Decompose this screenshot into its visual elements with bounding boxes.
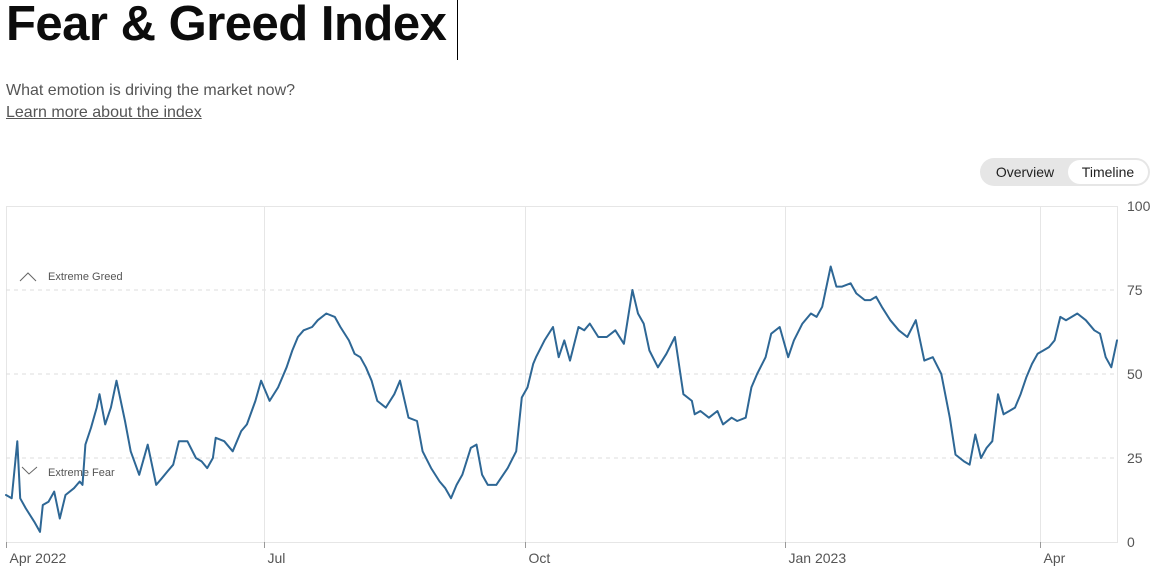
y-tick-label: 75: [1127, 282, 1143, 298]
series-line: [5, 265, 1118, 533]
timeline-tab[interactable]: Timeline: [1068, 160, 1148, 184]
page-subtitle: What emotion is driving the market now?: [6, 82, 296, 99]
overview-tab[interactable]: Overview: [995, 164, 1055, 180]
extreme-greed-label: Extreme Greed: [48, 271, 123, 283]
x-tick-label: Apr 2022: [10, 550, 67, 566]
y-tick-label: 100: [1127, 198, 1151, 214]
y-tick-label: 50: [1127, 366, 1143, 382]
page-title: Fear & Greed Index: [6, 0, 447, 51]
x-tick-label: Oct: [529, 550, 551, 566]
y-tick-label: 25: [1127, 450, 1143, 466]
learn-more-link[interactable]: Learn more about the index: [6, 104, 202, 121]
extreme-fear-label: Extreme Fear: [48, 467, 115, 479]
view-toggle: Overview Timeline: [980, 158, 1150, 186]
chevron-up-icon: [19, 272, 37, 282]
chevron-down-icon: [21, 466, 38, 475]
x-tick-label: Jul: [268, 550, 286, 566]
text-cursor: [457, 0, 458, 60]
x-tick-label: Jan 2023: [789, 550, 847, 566]
x-tick-label: Apr: [1044, 550, 1066, 566]
y-tick-label: 0: [1127, 534, 1135, 550]
